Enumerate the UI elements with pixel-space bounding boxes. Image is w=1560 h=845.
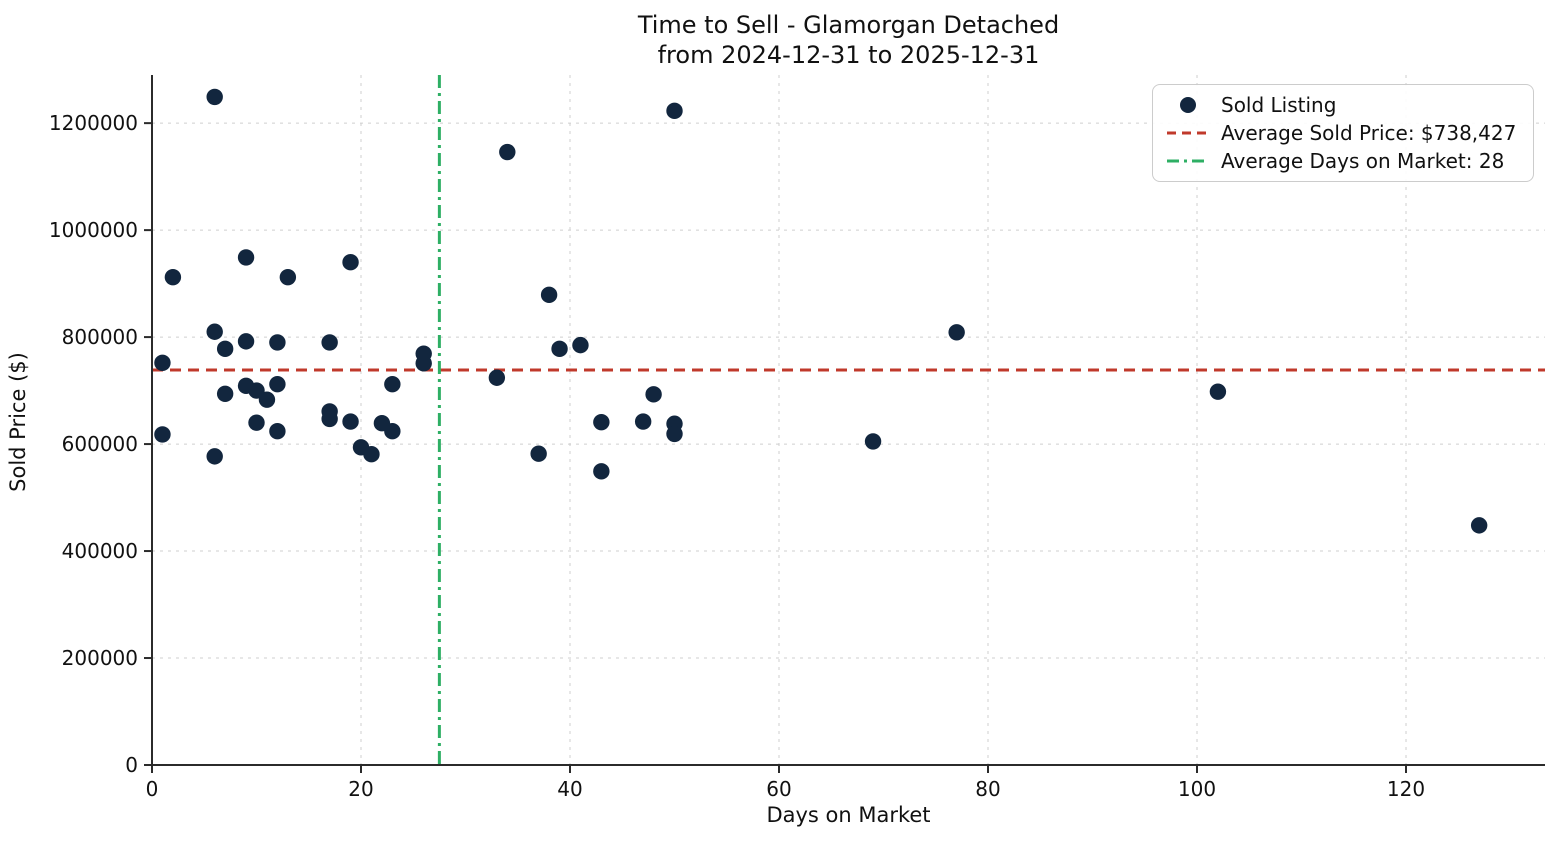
y-tick-label: 1000000 xyxy=(49,218,138,242)
scatter-point xyxy=(864,433,882,450)
y-tick-label: 400000 xyxy=(62,539,138,563)
x-tick-label: 100 xyxy=(1178,777,1216,801)
x-axis-label: Days on Market xyxy=(766,803,931,827)
scatter-point xyxy=(269,334,286,351)
chart-title: Time to Sell - Glamorgan Detached from 2… xyxy=(152,10,1545,70)
scatter-point xyxy=(530,445,547,462)
y-axis-label: Sold Price ($) xyxy=(6,352,30,492)
scatter-point xyxy=(342,254,359,271)
scatter-point xyxy=(540,286,558,304)
scatter-point xyxy=(237,333,255,350)
scatter-point xyxy=(248,414,265,431)
avg-price-dashed-line-icon xyxy=(1165,130,1211,136)
scatter-point xyxy=(206,448,223,465)
y-tick-label: 200000 xyxy=(62,646,138,670)
x-tick-label: 20 xyxy=(348,777,373,801)
scatter-point xyxy=(279,268,297,286)
scatter-point xyxy=(551,340,568,358)
scatter-point xyxy=(164,268,182,286)
scatter-point xyxy=(206,88,223,106)
scatter-point xyxy=(216,385,234,402)
legend-item-avg-price: Average Sold Price: $738,427 xyxy=(1165,119,1523,147)
scatter-point xyxy=(321,410,338,428)
legend: Sold Listing Average Sold Price: $738,42… xyxy=(1152,84,1534,182)
sold-listing-dot-icon xyxy=(1165,97,1211,113)
scatter-point xyxy=(572,336,589,354)
scatter-point xyxy=(499,143,516,161)
scatter-point xyxy=(384,423,401,440)
scatter-point xyxy=(666,102,683,120)
x-tick-label: 120 xyxy=(1387,777,1425,801)
scatter-point xyxy=(593,463,610,480)
legend-item-avg-days: Average Days on Market: 28 xyxy=(1165,147,1523,175)
scatter-point xyxy=(1209,383,1227,400)
y-tick-label: 1200000 xyxy=(49,111,138,135)
scatter-point xyxy=(342,413,359,430)
y-tick-label: 600000 xyxy=(62,432,138,456)
scatter-point xyxy=(206,323,223,340)
scatter-point xyxy=(363,446,380,463)
scatter-point xyxy=(593,413,610,431)
scatter-point xyxy=(269,375,286,393)
legend-label-avg-price: Average Sold Price: $738,427 xyxy=(1221,121,1517,145)
scatter-point xyxy=(645,386,662,403)
x-tick-label: 40 xyxy=(557,777,582,801)
scatter-point xyxy=(1470,517,1488,534)
scatter-point xyxy=(488,369,506,386)
scatter-point xyxy=(269,423,286,440)
x-tick-label: 0 xyxy=(146,777,159,801)
scatter-point xyxy=(415,355,432,372)
scatter-point xyxy=(154,354,171,371)
scatter-point xyxy=(237,249,255,266)
y-tick-label: 0 xyxy=(125,753,138,777)
scatter-point xyxy=(321,334,338,351)
legend-item-sold-listing: Sold Listing xyxy=(1165,91,1523,119)
scatter-point xyxy=(948,324,965,341)
legend-label-sold-listing: Sold Listing xyxy=(1221,93,1337,117)
chart-title-line2: from 2024-12-31 to 2025-12-31 xyxy=(657,41,1040,69)
scatter-point xyxy=(154,426,171,443)
scatter-point xyxy=(216,340,234,358)
y-tick-label: 800000 xyxy=(62,325,138,349)
scatter-point xyxy=(634,413,652,430)
chart-title-line1: Time to Sell - Glamorgan Detached xyxy=(637,11,1060,39)
scatter-point xyxy=(258,391,276,408)
x-tick-label: 60 xyxy=(766,777,791,801)
avg-days-dashdot-line-icon xyxy=(1165,158,1211,164)
scatter-point xyxy=(384,375,401,393)
x-tick-label: 80 xyxy=(975,777,1000,801)
scatter-point xyxy=(666,425,683,443)
legend-label-avg-days: Average Days on Market: 28 xyxy=(1221,149,1505,173)
